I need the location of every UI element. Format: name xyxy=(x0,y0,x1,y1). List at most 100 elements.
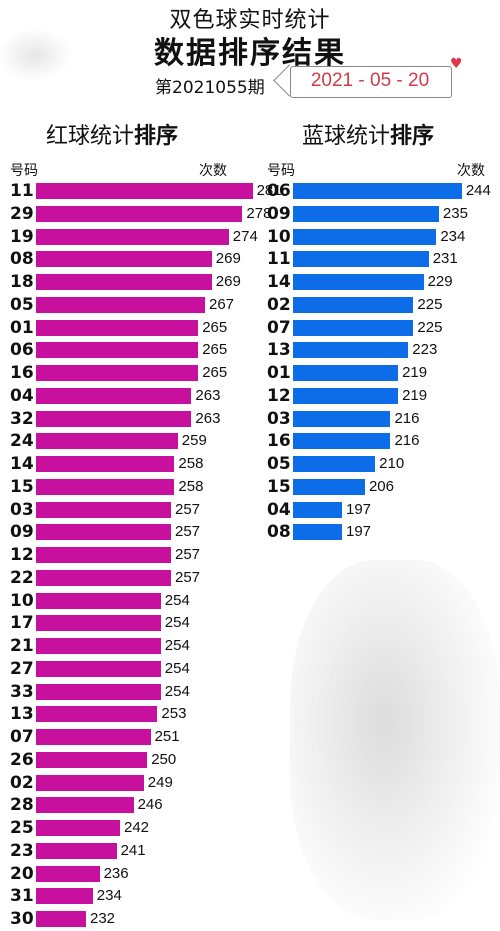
blue-ball-number: 11 xyxy=(267,249,291,270)
red-ball-count: 257 xyxy=(175,568,201,586)
red-ball-bar xyxy=(36,251,212,268)
blue-ball-bar xyxy=(293,524,342,541)
red-ball-number: 10 xyxy=(10,590,34,611)
blue-ball-bar xyxy=(293,228,437,245)
red-ball-bar xyxy=(36,478,175,495)
red-ball-count: 281 xyxy=(256,182,282,199)
red-ball-number: 26 xyxy=(10,749,34,770)
red-ball-count: 258 xyxy=(178,455,204,472)
red-ball-bar xyxy=(36,797,134,814)
red-ball-bar xyxy=(36,706,158,723)
blue-ball-bar xyxy=(293,387,399,404)
blue-ball-bar xyxy=(293,274,424,290)
blue-ball-number: 14 xyxy=(267,272,291,292)
red-ball-count: 234 xyxy=(96,887,122,905)
red-ball-bar xyxy=(36,729,151,745)
red-ball-number: 23 xyxy=(10,840,34,861)
red-ball-bar xyxy=(36,615,161,632)
red-ball-count: 254 xyxy=(164,637,190,654)
blue-ball-count: 225 xyxy=(417,295,443,313)
red-ball-bar xyxy=(36,865,100,882)
blue-ball-bar xyxy=(293,501,342,518)
blue-ball-count: 234 xyxy=(440,227,466,245)
red-ball-number: 17 xyxy=(10,613,34,634)
red-ball-count: 257 xyxy=(175,546,201,563)
red-ball-bar xyxy=(36,433,178,450)
blue-ball-count: 197 xyxy=(346,523,372,541)
red-ball-bar xyxy=(36,569,171,586)
date-tag xyxy=(290,66,452,98)
blue-ball-bar xyxy=(293,342,409,359)
blue-ball-count: 219 xyxy=(402,364,428,381)
red-ball-number: 18 xyxy=(10,272,34,292)
red-ball-number: 01 xyxy=(10,317,34,338)
red-ball-bar xyxy=(36,774,144,791)
red-ball-number: 15 xyxy=(10,476,34,497)
red-ball-number: 27 xyxy=(10,658,34,679)
red-ball-number: 24 xyxy=(10,431,34,452)
blue-ball-number: 08 xyxy=(267,522,291,543)
blue-ball-number: 03 xyxy=(267,408,291,429)
red-ball-count: 274 xyxy=(232,227,258,245)
background-smudge xyxy=(0,30,70,80)
blue-ball-count: 235 xyxy=(442,204,468,222)
blue-ball-count: 244 xyxy=(465,182,491,199)
red-ball-bar xyxy=(36,524,171,541)
red-number-header: 号码 xyxy=(10,163,38,179)
red-ball-count: 232 xyxy=(90,910,116,927)
red-ball-bar xyxy=(36,456,175,472)
red-ball-number: 16 xyxy=(10,363,34,383)
red-ball-number: 12 xyxy=(10,545,34,565)
blue-ball-count: 210 xyxy=(379,455,405,472)
blue-ball-number: 02 xyxy=(267,294,291,315)
red-ball-count: 250 xyxy=(151,750,177,768)
red-ball-number: 02 xyxy=(10,772,34,793)
blue-ball-bar xyxy=(293,319,414,336)
red-ball-bar xyxy=(36,387,192,404)
blue-ball-number: 12 xyxy=(267,385,291,406)
red-ball-number: 14 xyxy=(10,454,34,474)
red-ball-count: 269 xyxy=(215,250,241,268)
red-ball-count: 258 xyxy=(178,477,204,495)
red-ball-number: 19 xyxy=(10,226,34,247)
blue-ball-number: 01 xyxy=(267,363,291,383)
red-ball-count: 236 xyxy=(103,864,129,882)
blue-ball-count: 231 xyxy=(432,250,458,268)
blue-ball-count: 216 xyxy=(394,432,420,450)
blue-ball-number: 10 xyxy=(267,226,291,247)
blue-ball-bar xyxy=(293,205,439,222)
page-subtitle: 数据排序结果 xyxy=(154,36,346,71)
red-ball-number: 21 xyxy=(10,636,34,656)
blue-ball-bar xyxy=(293,251,429,268)
blue-ball-number: 13 xyxy=(267,340,291,361)
red-ball-bar xyxy=(36,365,199,381)
red-count-header: 次数 xyxy=(199,163,227,179)
red-ball-number: 09 xyxy=(10,522,34,543)
red-ball-count: 246 xyxy=(137,796,163,814)
red-ball-bar xyxy=(36,683,161,700)
blue-ball-bar xyxy=(293,183,462,199)
blue-ball-number: 05 xyxy=(267,454,291,474)
red-ball-count: 254 xyxy=(164,682,190,700)
red-ball-count: 257 xyxy=(175,500,201,518)
red-ball-count: 269 xyxy=(215,273,241,290)
red-ball-count: 242 xyxy=(124,819,150,836)
red-ball-bar xyxy=(36,911,86,927)
blue-count-header: 次数 xyxy=(457,163,485,179)
blue-ball-number: 09 xyxy=(267,203,291,224)
red-ball-number: 33 xyxy=(10,681,34,702)
red-ball-bar xyxy=(36,820,120,836)
blue-ball-number: 04 xyxy=(267,499,291,520)
red-ball-number: 25 xyxy=(10,818,34,838)
red-ball-count: 257 xyxy=(175,523,201,541)
blue-number-header: 号码 xyxy=(267,163,295,179)
red-ball-bar xyxy=(36,410,192,427)
red-ball-bar xyxy=(36,842,117,859)
red-ball-bar xyxy=(36,751,148,768)
blue-ball-count: 219 xyxy=(402,386,428,404)
red-ball-count: 253 xyxy=(161,705,187,723)
red-ball-number: 32 xyxy=(10,408,34,429)
red-ball-number: 20 xyxy=(10,863,34,884)
red-ball-bar xyxy=(36,592,161,609)
red-ball-count: 254 xyxy=(164,659,190,677)
